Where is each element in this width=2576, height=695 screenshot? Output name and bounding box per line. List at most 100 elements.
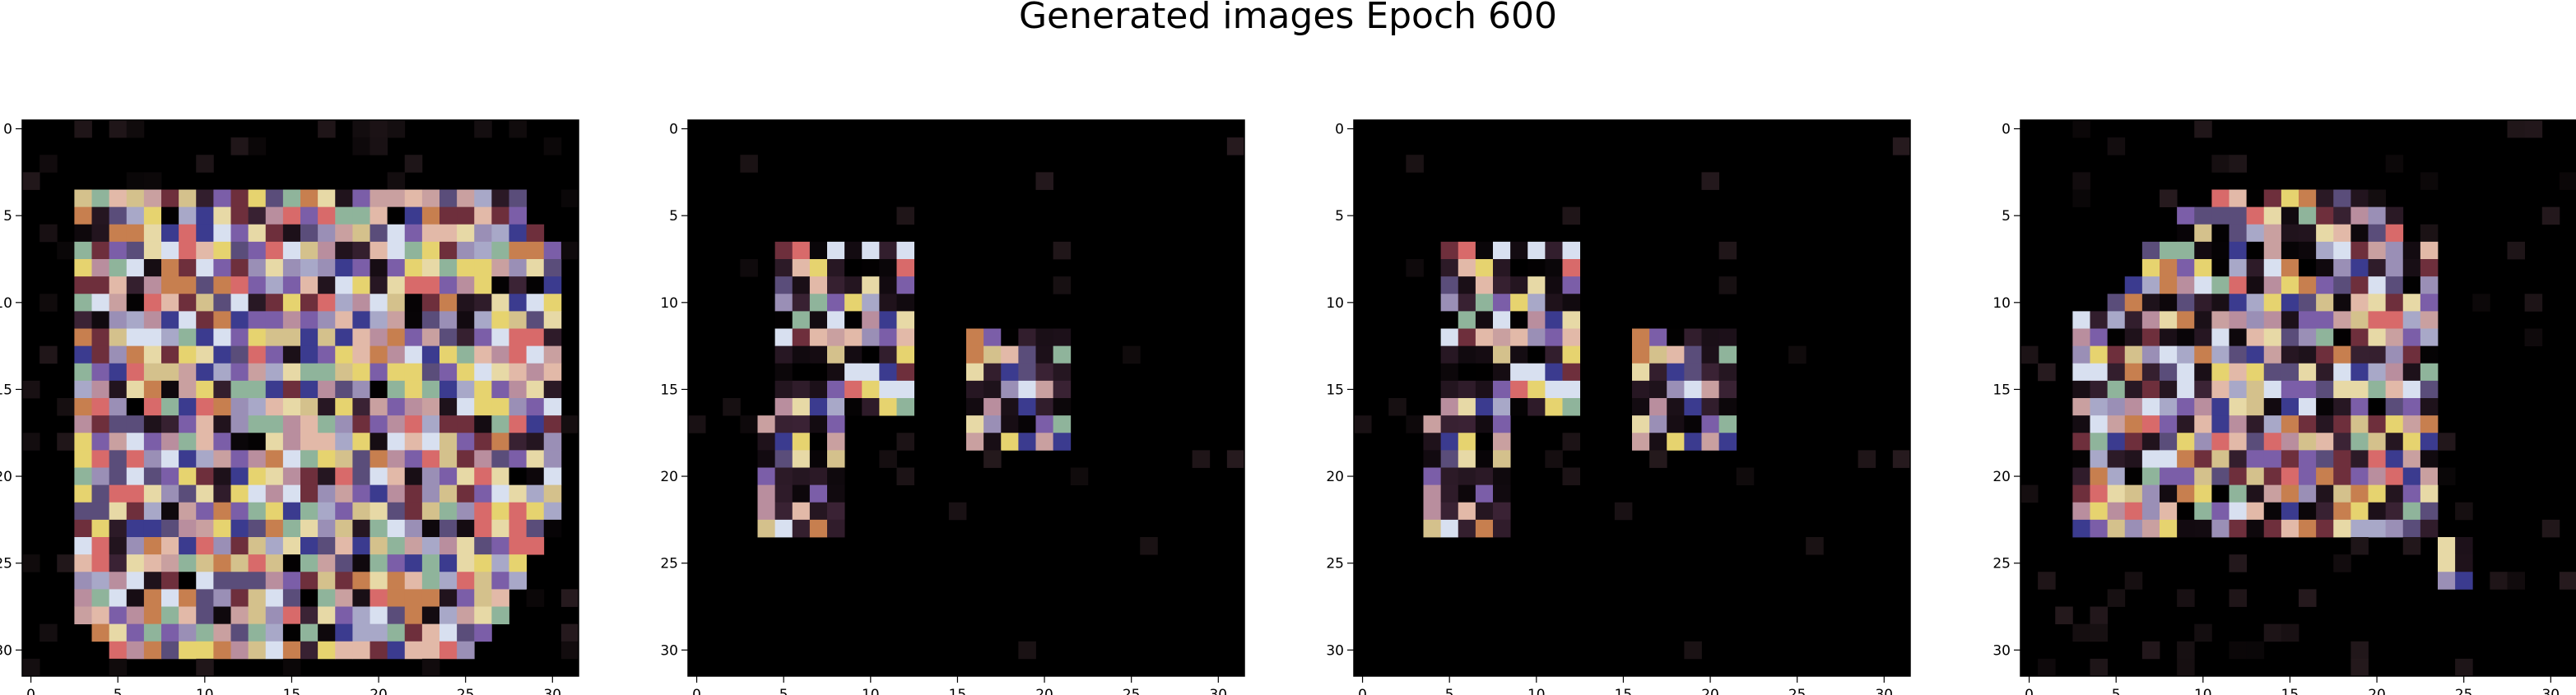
x-tick-label: 10 bbox=[1527, 687, 1546, 695]
pixel-cell bbox=[491, 189, 509, 208]
pixel-cell bbox=[318, 519, 336, 538]
pixel-cell bbox=[2438, 554, 2456, 572]
pixel-cell bbox=[196, 589, 214, 607]
pixel-cell bbox=[1510, 259, 1528, 277]
pixel-cell bbox=[1718, 380, 1737, 399]
pixel-cell bbox=[2194, 380, 2212, 399]
pixel-cell bbox=[387, 328, 406, 347]
pixel-cell bbox=[457, 572, 475, 590]
pixel-cell bbox=[2107, 502, 2126, 521]
pixel-cell bbox=[2385, 484, 2404, 503]
pixel-cell bbox=[526, 363, 545, 382]
pixel-cell bbox=[862, 345, 880, 364]
pixel-cell bbox=[543, 137, 562, 155]
pixel-cell bbox=[457, 276, 475, 294]
pixel-cell bbox=[1053, 328, 1072, 347]
pixel-cell bbox=[2229, 450, 2248, 468]
pixel-cell bbox=[248, 328, 267, 347]
pixel-cell bbox=[2350, 398, 2369, 416]
pixel-cell bbox=[879, 259, 897, 277]
pixel-cell bbox=[1423, 415, 1442, 433]
pixel-cell bbox=[230, 415, 249, 433]
pixel-cell bbox=[2229, 276, 2248, 294]
pixel-cell bbox=[2333, 189, 2351, 208]
pixel-cell bbox=[1458, 415, 1476, 433]
pixel-cell bbox=[421, 589, 440, 607]
pixel-cell bbox=[491, 328, 509, 347]
pixel-cell bbox=[265, 519, 284, 538]
pixel-cell bbox=[370, 433, 388, 451]
pixel-cell bbox=[143, 328, 162, 347]
pixel-cell bbox=[1440, 467, 1459, 486]
pixel-cell bbox=[2350, 189, 2369, 208]
pixel-cell bbox=[879, 241, 897, 260]
pixel-cell bbox=[230, 554, 249, 572]
x-tick-label: 30 bbox=[2541, 687, 2560, 695]
pixel-cell bbox=[457, 380, 475, 399]
pixel-cell bbox=[2160, 345, 2178, 364]
pixel-cell bbox=[2072, 623, 2090, 642]
pixel-cell bbox=[74, 484, 92, 503]
pixel-cell bbox=[318, 606, 336, 625]
pixel-cell bbox=[2229, 259, 2248, 277]
pixel-cell bbox=[335, 641, 353, 660]
pixel-cell bbox=[526, 433, 545, 451]
pixel-cell bbox=[300, 328, 319, 347]
pixel-cell bbox=[179, 433, 197, 451]
pixel-cell bbox=[2141, 294, 2160, 312]
pixel-cell bbox=[1493, 484, 1511, 503]
pixel-cell bbox=[2160, 519, 2178, 538]
pixel-cell bbox=[2160, 450, 2178, 468]
pixel-cell bbox=[335, 206, 353, 225]
pixel-cell bbox=[300, 606, 319, 625]
pixel-cell bbox=[404, 415, 423, 433]
pixel-cell bbox=[862, 398, 880, 416]
pixel-cell bbox=[1545, 380, 1563, 399]
pixel-cell bbox=[421, 467, 440, 486]
pixel-cell bbox=[1684, 345, 1702, 364]
pixel-cell bbox=[74, 537, 92, 555]
pixel-cell bbox=[827, 363, 845, 382]
pixel-cell bbox=[2333, 502, 2351, 521]
pixel-cell bbox=[352, 189, 370, 208]
x-tick-label: 15 bbox=[283, 687, 301, 695]
pixel-cell bbox=[300, 537, 319, 555]
pixel-cell bbox=[1458, 380, 1476, 399]
pixel-cell bbox=[1718, 415, 1737, 433]
pixel-cell bbox=[2333, 294, 2351, 312]
pixel-cell bbox=[2507, 572, 2526, 590]
pixel-cell bbox=[2124, 345, 2143, 364]
pixel-cell bbox=[809, 345, 828, 364]
pixel-cell bbox=[230, 328, 249, 347]
pixel-cell bbox=[352, 328, 370, 347]
pixel-cell bbox=[74, 467, 92, 486]
pixel-cell bbox=[213, 398, 231, 416]
pixel-cell bbox=[862, 363, 880, 382]
pixel-cell bbox=[1440, 241, 1459, 260]
pixel-cell bbox=[2420, 345, 2439, 364]
pixel-cell bbox=[1510, 241, 1528, 260]
pixel-cell bbox=[161, 259, 179, 277]
pixel-cell bbox=[1493, 467, 1511, 486]
pixel-cell bbox=[439, 206, 458, 225]
pixel-cell bbox=[1475, 380, 1494, 399]
pixel-cell bbox=[126, 450, 145, 468]
pixel-cell bbox=[335, 259, 353, 277]
pixel-cell bbox=[2211, 328, 2230, 347]
y-tick-label: 0 bbox=[3, 122, 12, 138]
pixel-cell bbox=[896, 363, 915, 382]
pixel-cell bbox=[1018, 415, 1036, 433]
pixel-cell bbox=[2038, 572, 2056, 590]
pixel-cell bbox=[2141, 363, 2160, 382]
pixel-cell bbox=[2211, 155, 2230, 173]
pixel-cell bbox=[2124, 502, 2143, 521]
pixel-cell bbox=[543, 380, 562, 399]
pixel-cell bbox=[74, 519, 92, 538]
pixel-cell bbox=[439, 259, 458, 277]
y-tick-label: 30 bbox=[1992, 642, 2011, 659]
pixel-cell bbox=[543, 467, 562, 486]
pixel-cell bbox=[474, 276, 492, 294]
pixel-cell bbox=[40, 224, 58, 243]
pixel-cell bbox=[1458, 502, 1476, 521]
